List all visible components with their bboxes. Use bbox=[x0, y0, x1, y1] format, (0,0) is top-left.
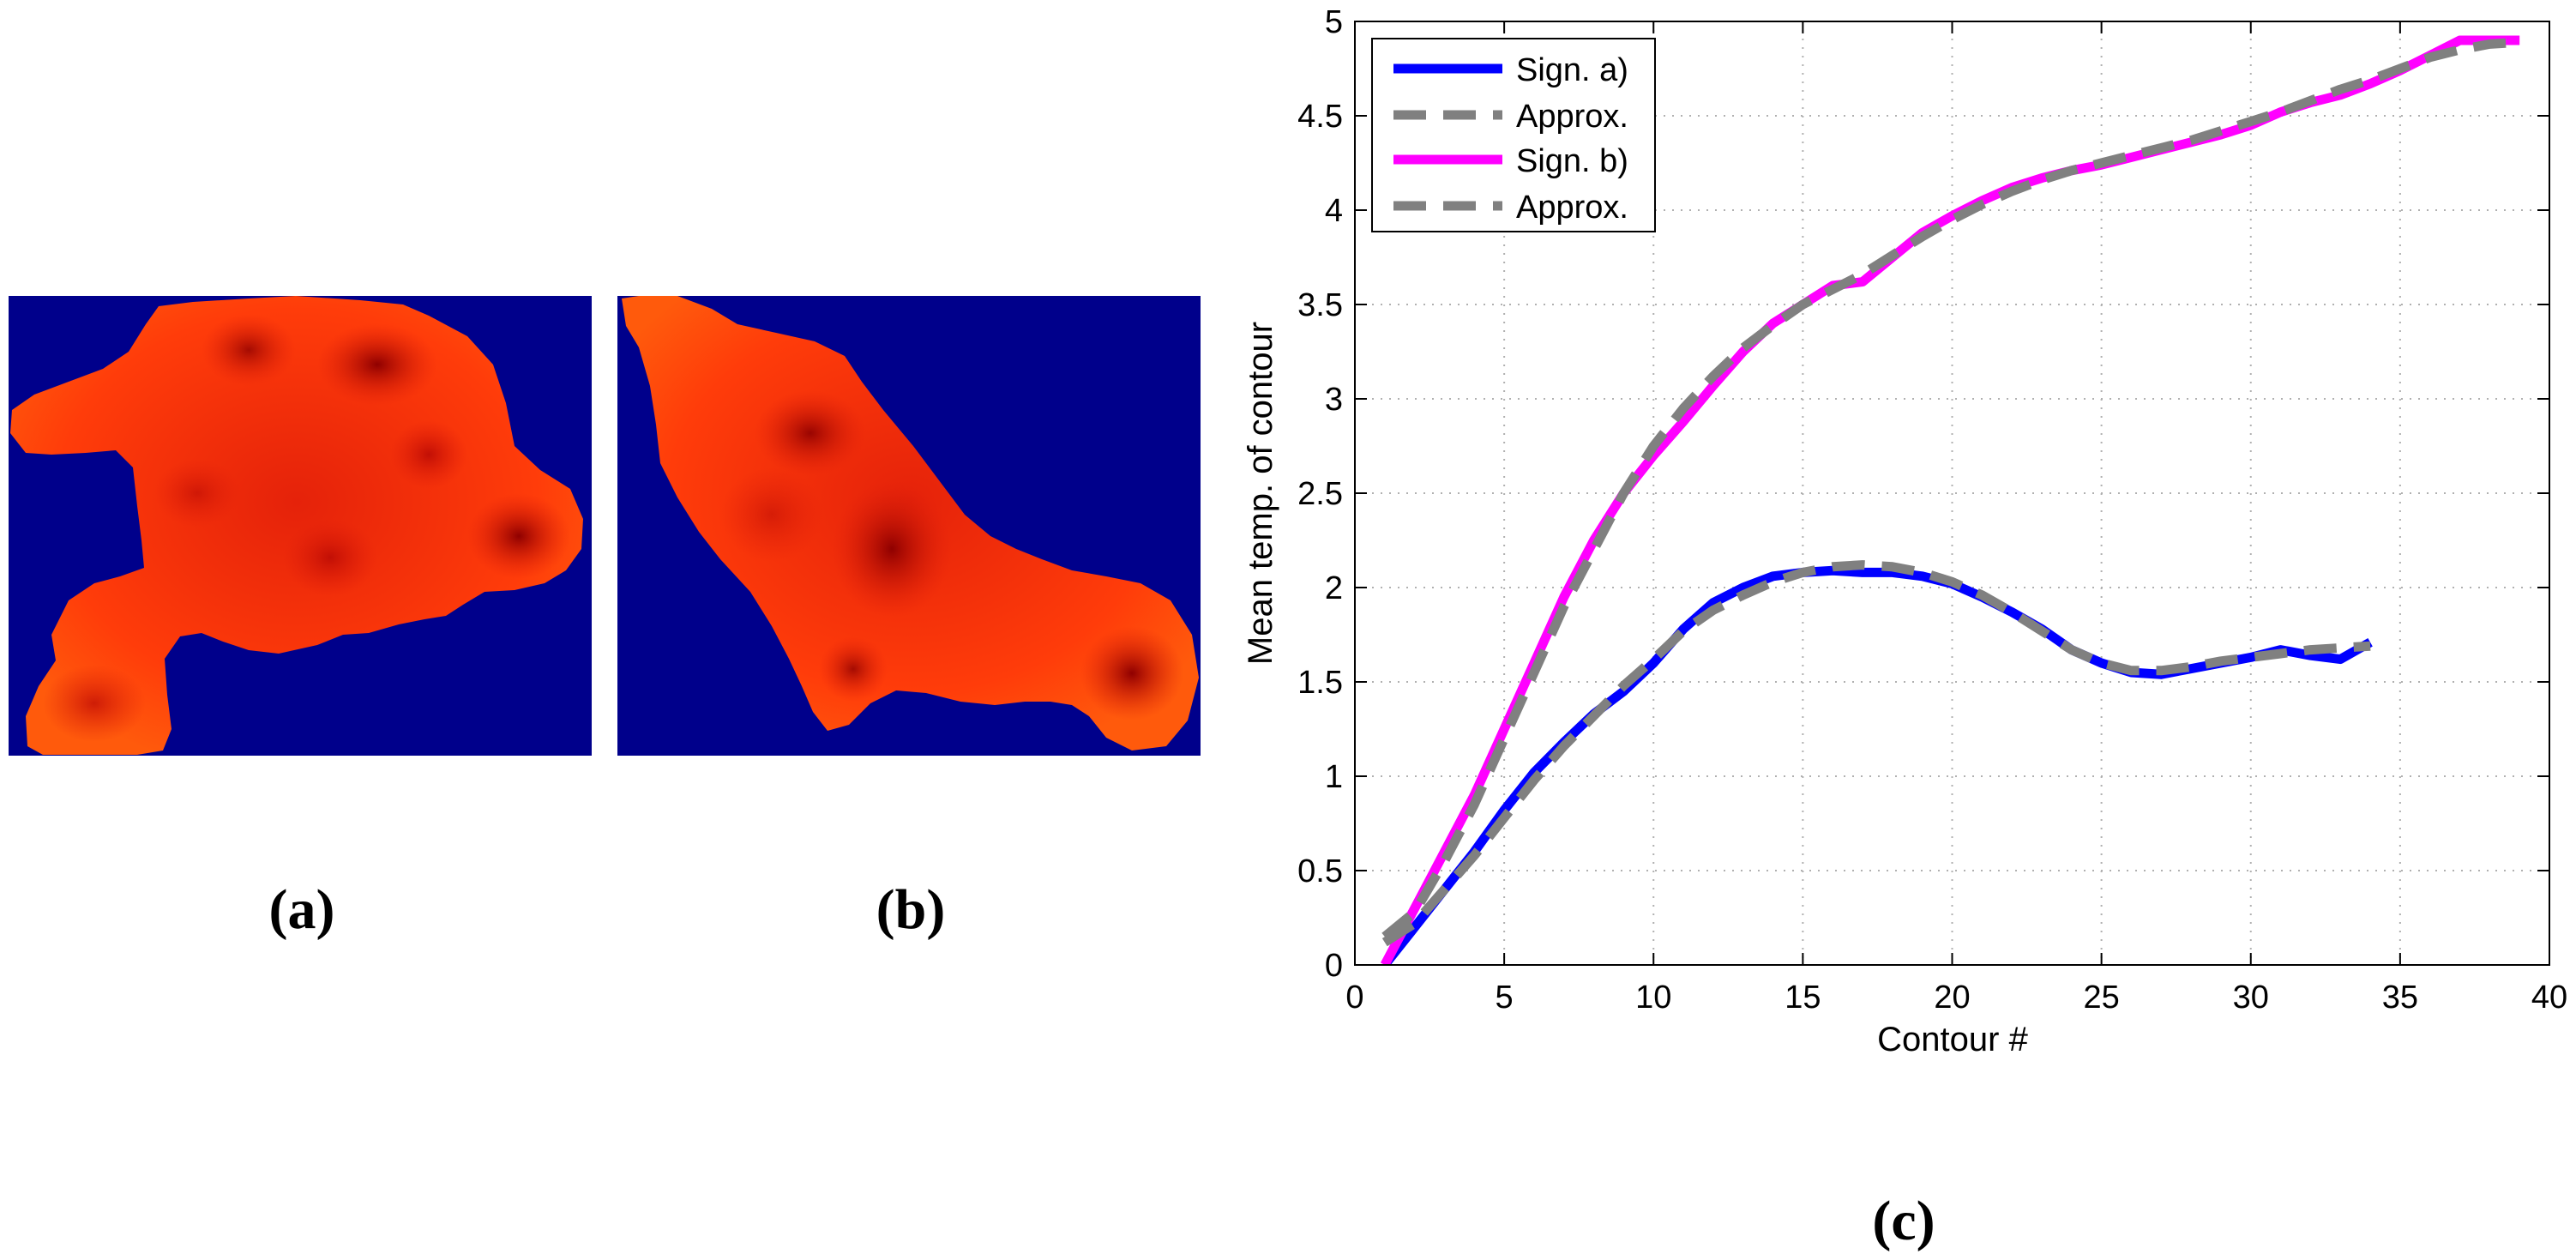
y-tick-label: 2 bbox=[1325, 570, 1343, 606]
legend-label-sign-a: Sign. a) bbox=[1516, 52, 1628, 88]
y-tick-label: 3 bbox=[1325, 382, 1343, 418]
y-tick-label: 2.5 bbox=[1297, 476, 1343, 512]
heatmap-a-hotspot bbox=[43, 665, 146, 742]
panel-label-c: (c) bbox=[1872, 1190, 1935, 1252]
ticks: 0 5 10 15 20 25 30 35 40 0 0.5 1 1.5 2 2.5 3 3.5 4 4.5 5 bbox=[1297, 4, 2567, 1016]
y-tick-label: 1 bbox=[1325, 759, 1343, 795]
legend-label-sign-b: Sign. b) bbox=[1516, 143, 1628, 179]
x-tick-label: 15 bbox=[1785, 980, 1821, 1016]
grid bbox=[1355, 21, 2549, 965]
heatmap-a-hotspot bbox=[202, 314, 296, 386]
x-tick-label: 35 bbox=[2382, 980, 2418, 1016]
heatmap-a bbox=[9, 296, 592, 756]
y-tick-label: 0 bbox=[1325, 948, 1343, 984]
y-tick-label: 5 bbox=[1325, 4, 1343, 40]
x-tick-label: 10 bbox=[1635, 980, 1671, 1016]
heatmap-a-region bbox=[10, 296, 583, 755]
heatmap-a-hotspot bbox=[154, 459, 240, 528]
heatmap-a-hotspot bbox=[467, 493, 570, 579]
y-axis-title: Mean temp. of contour bbox=[1242, 322, 1279, 665]
line-chart: 0 5 10 15 20 25 30 35 40 0 0.5 1 1.5 2 2.5 3 3.5 4 4.5 5 Co… bbox=[1242, 4, 2567, 1058]
legend-label-approx-b: Approx. bbox=[1516, 190, 1628, 226]
heatmap-b bbox=[617, 296, 1201, 756]
heatmap-a-hotspot bbox=[317, 323, 437, 406]
heatmap-b-hotspot bbox=[720, 467, 823, 562]
series-line-3 bbox=[1381, 37, 2520, 941]
y-tick-label: 3.5 bbox=[1297, 287, 1343, 323]
y-tick-label: 4.5 bbox=[1297, 99, 1343, 135]
legend-label-approx-a: Approx. bbox=[1516, 99, 1628, 135]
y-tick-label: 0.5 bbox=[1297, 853, 1343, 889]
series-line-1 bbox=[1381, 560, 2371, 947]
series-layer bbox=[1380, 35, 2520, 965]
y-tick-label: 4 bbox=[1325, 193, 1343, 229]
panel-label-a: (a) bbox=[269, 878, 335, 941]
heatmap-a-hotspot bbox=[283, 519, 377, 596]
x-tick-label: 5 bbox=[1496, 980, 1514, 1016]
x-tick-label: 0 bbox=[1345, 980, 1363, 1016]
heatmap-b-hotspot bbox=[832, 480, 952, 618]
x-tick-label: 30 bbox=[2233, 980, 2269, 1016]
x-tick-label: 25 bbox=[2083, 980, 2119, 1016]
x-axis-title: Contour # bbox=[1877, 1021, 2028, 1058]
heatmap-b-hotspot bbox=[819, 636, 888, 702]
y-tick-label: 1.5 bbox=[1297, 665, 1343, 701]
legend: Sign. a) Approx. Sign. b) Approx. bbox=[1371, 38, 1656, 232]
heatmap-a-hotspot bbox=[390, 420, 467, 489]
heatmap-b-hotspot bbox=[1080, 626, 1183, 720]
x-tick-label: 20 bbox=[1934, 980, 1970, 1016]
series-line-0 bbox=[1381, 565, 2373, 965]
x-tick-label: 40 bbox=[2531, 980, 2567, 1016]
heatmap-b-hotspot bbox=[755, 390, 866, 476]
panel-label-b: (b) bbox=[876, 878, 946, 941]
